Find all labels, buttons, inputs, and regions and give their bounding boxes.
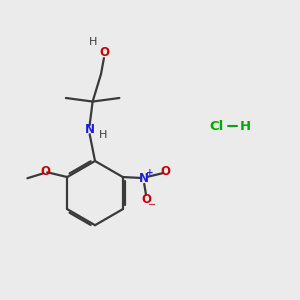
Text: O: O	[160, 166, 170, 178]
Text: H: H	[99, 130, 107, 140]
Text: Cl: Cl	[210, 120, 224, 133]
Text: N: N	[139, 172, 149, 185]
Text: O: O	[141, 194, 151, 206]
Text: +: +	[146, 168, 153, 177]
Text: −: −	[148, 200, 157, 210]
Text: O: O	[41, 165, 51, 178]
Text: O: O	[100, 46, 110, 59]
Text: H: H	[89, 38, 98, 47]
Text: N: N	[85, 123, 95, 136]
Text: H: H	[240, 120, 251, 133]
